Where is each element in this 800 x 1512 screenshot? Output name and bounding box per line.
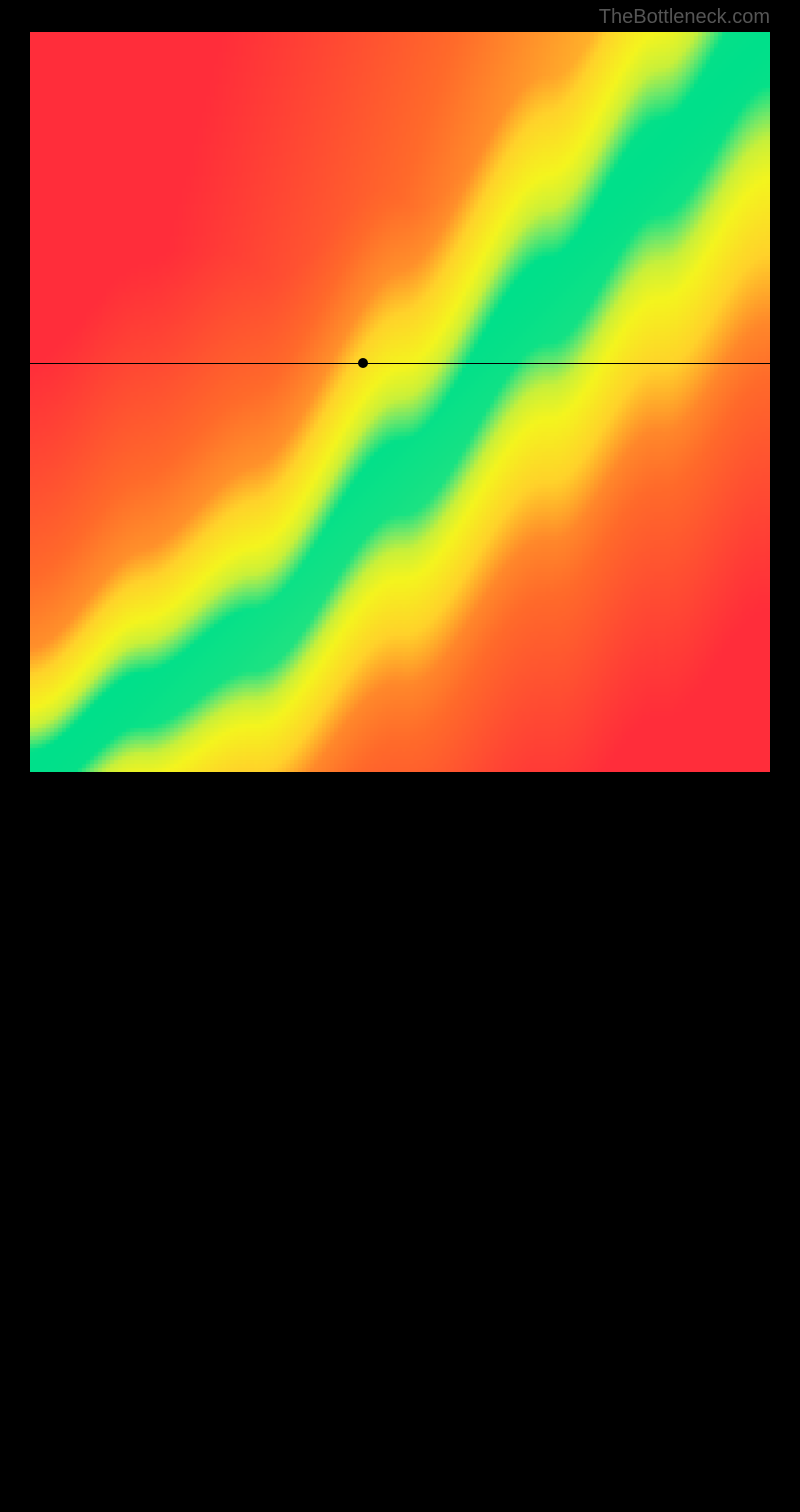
heatmap-plot [30,32,770,772]
attribution-text: TheBottleneck.com [599,6,770,29]
chart-container: TheBottleneck.com [0,0,800,800]
marker-point [358,358,368,368]
crosshair-vertical [363,772,364,1512]
crosshair-horizontal [30,363,770,364]
heatmap-canvas [30,32,770,772]
